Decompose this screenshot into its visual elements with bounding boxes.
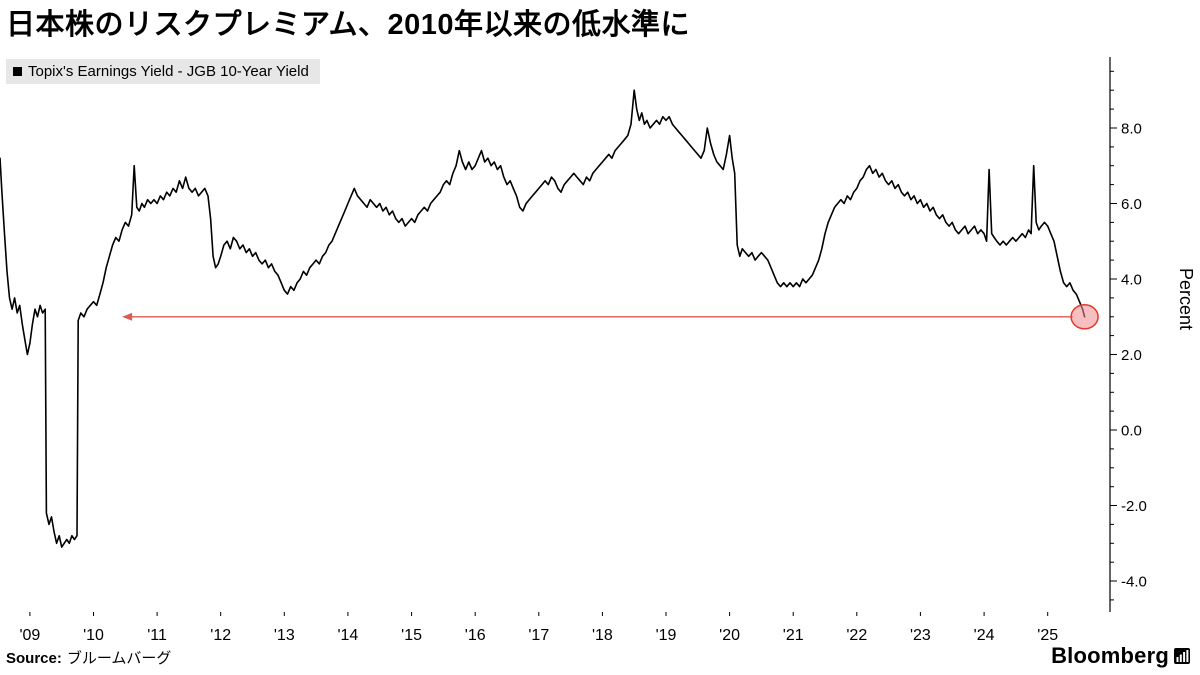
bloomberg-chart-icon bbox=[1174, 648, 1190, 664]
x-tick-label: '19 bbox=[656, 627, 677, 644]
x-tick-label: '21 bbox=[783, 627, 804, 644]
endpoint-marker bbox=[1070, 304, 1099, 330]
x-tick-label: '22 bbox=[846, 627, 867, 644]
x-tick-label: '25 bbox=[1037, 627, 1058, 644]
x-tick-label: '13 bbox=[274, 627, 295, 644]
x-tick-label: '23 bbox=[910, 627, 931, 644]
y-tick-label: 0.0 bbox=[1121, 423, 1142, 440]
legend-swatch-icon bbox=[13, 67, 22, 76]
bloomberg-logo: Bloomberg bbox=[1051, 643, 1190, 669]
x-tick-label: '24 bbox=[974, 627, 995, 644]
bloomberg-wordmark: Bloomberg bbox=[1051, 643, 1169, 668]
y-axis-title: Percent bbox=[1176, 268, 1196, 331]
y-tick-label: 2.0 bbox=[1121, 347, 1142, 364]
source-line: Source: ブルームバーグ bbox=[6, 647, 171, 668]
source-value: ブルームバーグ bbox=[66, 650, 172, 667]
x-tick-label: '12 bbox=[210, 627, 231, 644]
y-tick-label: 8.0 bbox=[1121, 121, 1142, 138]
source-label: Source: bbox=[6, 650, 62, 667]
x-tick-label: '15 bbox=[401, 627, 422, 644]
trend-arrow-head bbox=[122, 312, 133, 321]
x-tick-label: '09 bbox=[19, 627, 40, 644]
x-tick-label: '18 bbox=[592, 627, 613, 644]
legend-label: Topix's Earnings Yield - JGB 10-Year Yie… bbox=[28, 63, 309, 80]
y-tick-label: -2.0 bbox=[1121, 498, 1147, 515]
y-tick-label: 4.0 bbox=[1121, 272, 1142, 289]
x-tick-label: '11 bbox=[147, 627, 167, 644]
series-line bbox=[0, 89, 1086, 548]
x-tick-label: '16 bbox=[465, 627, 486, 644]
x-tick-label: '10 bbox=[83, 627, 104, 644]
page-title: 日本株のリスクプレミアム、2010年以来の低水準に bbox=[6, 9, 690, 41]
x-tick-label: '20 bbox=[719, 627, 740, 644]
y-tick-label: 6.0 bbox=[1121, 196, 1142, 213]
x-tick-label: '14 bbox=[337, 627, 358, 644]
y-tick-label: -4.0 bbox=[1121, 574, 1147, 591]
chart-legend: Topix's Earnings Yield - JGB 10-Year Yie… bbox=[6, 59, 320, 84]
x-tick-label: '17 bbox=[528, 627, 549, 644]
